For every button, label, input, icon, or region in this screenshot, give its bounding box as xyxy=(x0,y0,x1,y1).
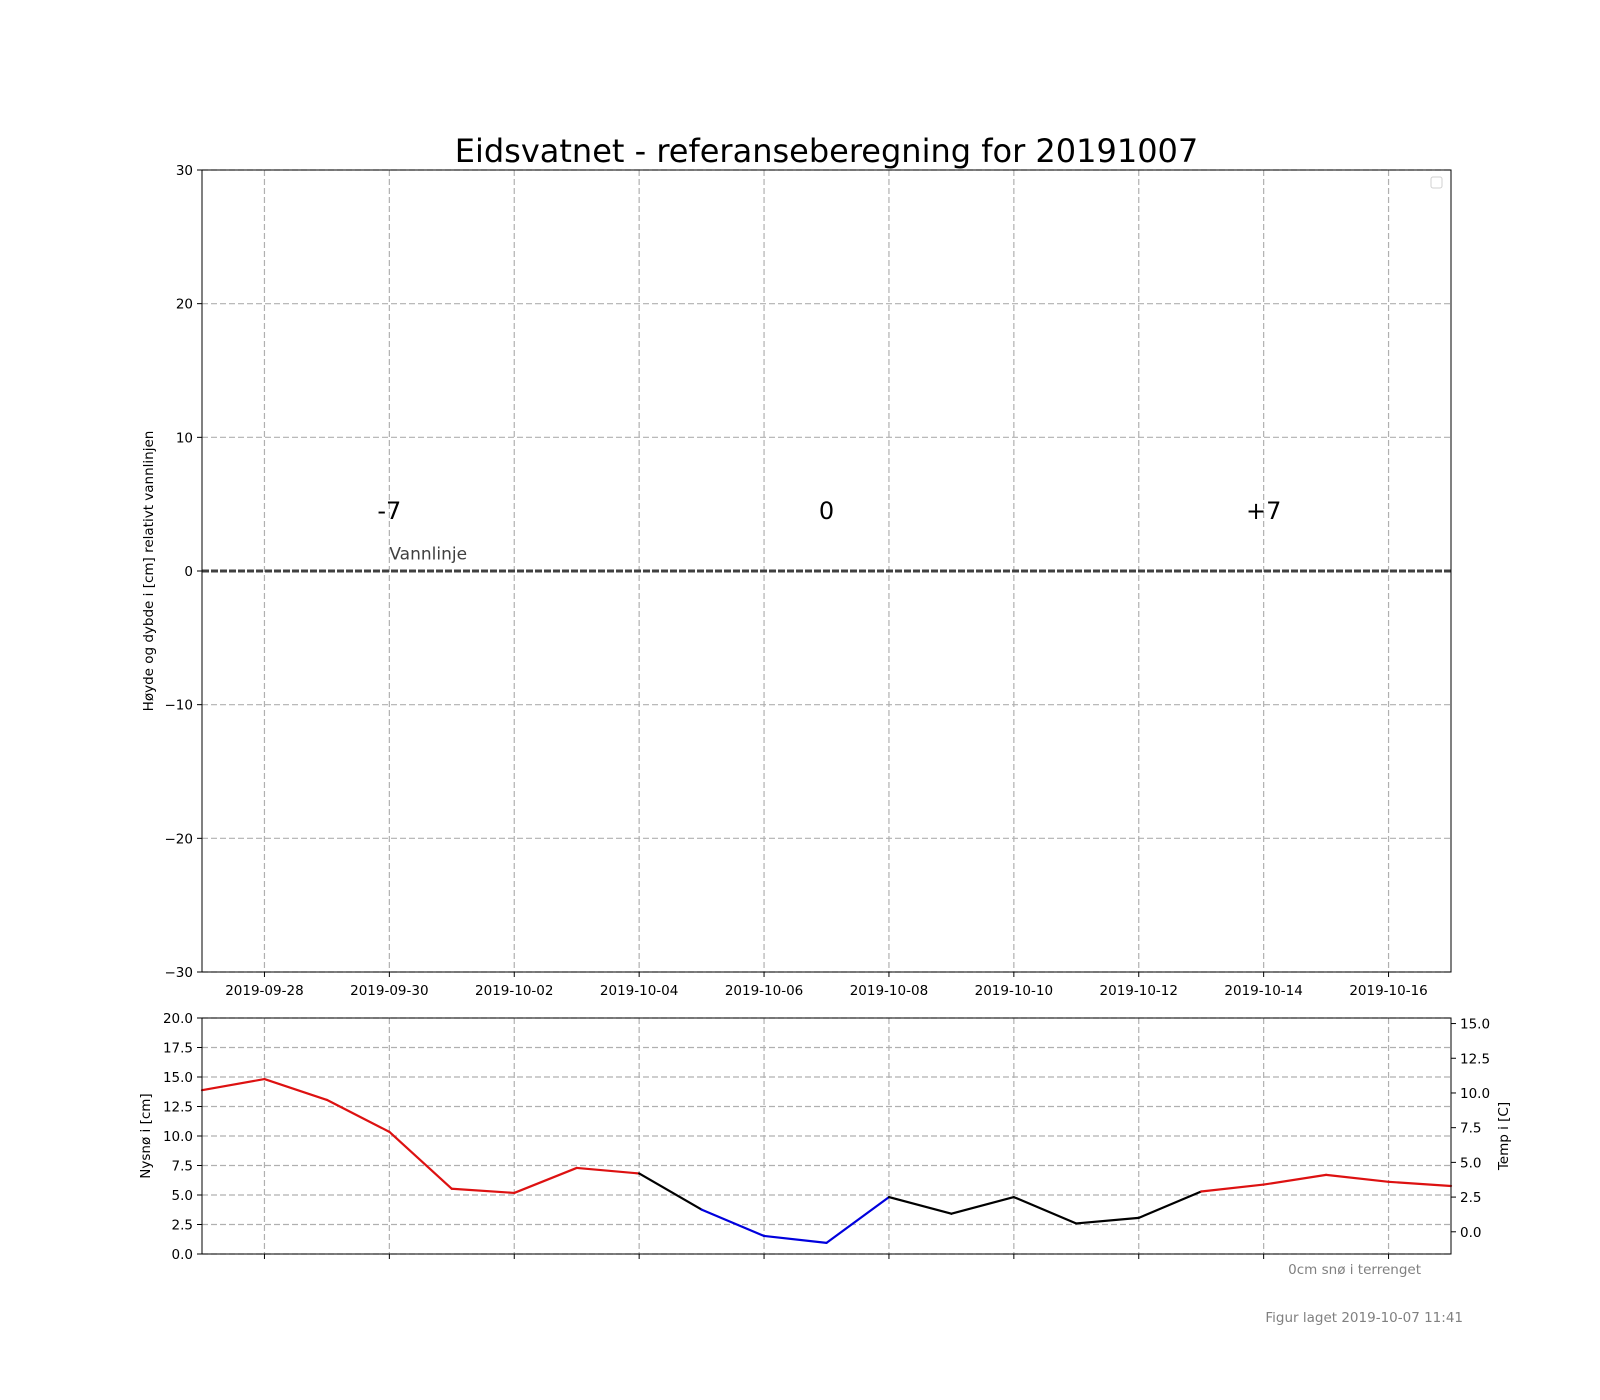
chart-title: Eidsvatnet - referanseberegning for 2019… xyxy=(455,132,1199,170)
temperature-segment xyxy=(1324,1173,1390,1183)
y2-tick-label: 10.0 xyxy=(1460,1086,1490,1102)
legend-box xyxy=(1430,176,1443,189)
temperature-segment xyxy=(887,1195,953,1215)
temperature-segment xyxy=(762,1234,828,1244)
y2-tick-label: 2.5 xyxy=(1460,1190,1481,1206)
x-tick-label: 2019-10-12 xyxy=(1100,983,1178,999)
y-tick-label: −10 xyxy=(165,698,194,714)
x-tick-label: 2019-10-04 xyxy=(600,983,678,999)
y-axis-label: Høyde og dybde i [cm] relativt vannlinje… xyxy=(141,431,157,712)
temperature-segment xyxy=(513,1166,578,1195)
day-offset-label: +7 xyxy=(1246,497,1281,525)
temperature-segment xyxy=(638,1172,703,1211)
y2-axis-label: Temp i [C] xyxy=(1496,1102,1512,1171)
y-tick-label: 30 xyxy=(176,163,193,179)
day-offset-label: -7 xyxy=(377,497,401,525)
figure-timestamp: Figur laget 2019-10-07 11:41 xyxy=(1265,1310,1463,1326)
temperature-segment xyxy=(388,1130,453,1190)
y2-tick-label: 12.5 xyxy=(1460,1051,1490,1067)
y-tick-label: −30 xyxy=(165,965,194,981)
temperature-segment xyxy=(263,1077,328,1102)
y-tick-label: 10 xyxy=(176,430,193,446)
temperature-segment xyxy=(950,1195,1015,1215)
y-tick-label: 17.5 xyxy=(163,1041,193,1057)
temperature-segment xyxy=(450,1187,516,1195)
y-tick-label: 20.0 xyxy=(163,1011,193,1027)
y-tick-label: 15.0 xyxy=(163,1070,193,1086)
temperature-segment xyxy=(1075,1216,1140,1225)
temperature-segment xyxy=(200,1077,266,1092)
temperature-segment xyxy=(1137,1190,1203,1220)
temperature-segment xyxy=(575,1166,641,1175)
temperature-segment xyxy=(1012,1195,1078,1225)
main-plot: Eidsvatnet - referanseberegning for 2019… xyxy=(141,132,1452,999)
y2-tick-label: 5.0 xyxy=(1460,1155,1481,1171)
temperature-segment xyxy=(1200,1183,1265,1193)
x-tick-label: 2019-10-02 xyxy=(475,983,553,999)
temperature-segment xyxy=(1387,1180,1453,1188)
day-offset-label: 0 xyxy=(819,497,834,525)
x-tick-label: 2019-10-16 xyxy=(1349,983,1427,999)
y2-tick-label: 7.5 xyxy=(1460,1121,1481,1137)
y-tick-label: 20 xyxy=(176,297,193,313)
y-tick-label: 5.0 xyxy=(172,1188,193,1204)
temperature-segment xyxy=(825,1195,891,1244)
y-axis-label: Nysnø i [cm] xyxy=(138,1093,154,1178)
x-tick-label: 2019-10-06 xyxy=(725,983,803,999)
x-tick-label: 2019-09-30 xyxy=(350,983,428,999)
temperature-segment xyxy=(325,1098,391,1133)
y-tick-label: 12.5 xyxy=(163,1100,193,1116)
snow-temp-plot: 20.0 17.5 15.0 12.5 10.0 7.5 5.0 2.5 0.0 15.0 12.5… xyxy=(138,1011,1512,1278)
x-tick-label: 2019-10-08 xyxy=(850,983,928,999)
y2-tick-label: 15.0 xyxy=(1460,1017,1490,1033)
temperature-segment xyxy=(1262,1173,1328,1186)
y-tick-label: 0.0 xyxy=(172,1247,193,1263)
y-tick-label: 10.0 xyxy=(163,1129,193,1145)
y-tick-label: 7.5 xyxy=(172,1159,193,1175)
y2-tick-label: 0.0 xyxy=(1460,1225,1481,1241)
temperature-segment xyxy=(700,1208,766,1238)
waterline-label: Vannlinje xyxy=(389,545,467,565)
snow-note: 0cm snø i terrenget xyxy=(1288,1262,1421,1278)
x-tick-label: 2019-09-28 xyxy=(225,983,303,999)
y-tick-label: −20 xyxy=(165,831,194,847)
x-tick-label: 2019-10-10 xyxy=(975,983,1053,999)
y-tick-label: 2.5 xyxy=(172,1218,193,1234)
x-tick-label: 2019-10-14 xyxy=(1224,983,1302,999)
y-tick-label: 0 xyxy=(184,564,193,580)
